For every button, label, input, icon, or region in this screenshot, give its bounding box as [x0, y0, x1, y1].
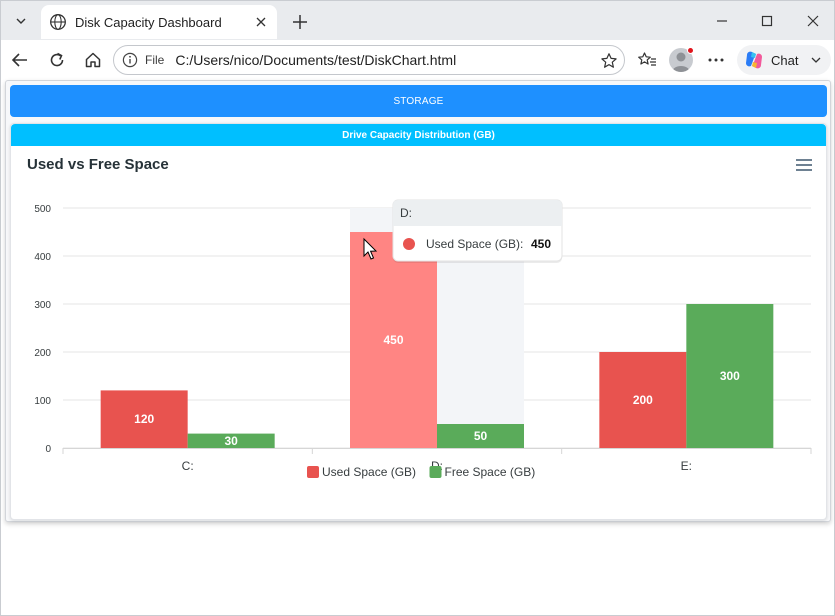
more-dots-icon	[708, 58, 724, 62]
y-tick-label: 500	[34, 204, 51, 215]
bar-series	[100, 232, 774, 448]
legend-label: Free Space (GB)	[445, 465, 536, 479]
chart-title: Used vs Free Space	[27, 156, 169, 173]
bar[interactable]	[437, 424, 524, 448]
person-icon	[672, 52, 690, 72]
info-icon[interactable]	[122, 52, 138, 68]
legend-marker	[429, 466, 442, 478]
favorites-button[interactable]	[633, 46, 661, 74]
tab-bar: Disk Capacity Dashboard	[0, 0, 835, 40]
page-viewport: STORAGE Drive Capacity Distribution (GB)…	[0, 80, 835, 616]
address-bar[interactable]: File C:/Users/nico/Documents/test/DiskCh…	[113, 45, 625, 75]
menu-icon[interactable]	[796, 159, 812, 171]
notification-badge	[687, 47, 694, 54]
close-icon	[807, 15, 819, 27]
more-menu-button[interactable]	[702, 46, 730, 74]
chevron-down-icon	[16, 18, 26, 24]
bar[interactable]	[100, 390, 188, 448]
mouse-cursor-icon	[363, 237, 378, 260]
tooltip-header	[393, 200, 562, 226]
y-tick-label: 0	[45, 444, 51, 455]
window-close-button[interactable]	[798, 7, 828, 35]
copilot-icon	[746, 51, 762, 69]
bar[interactable]	[599, 352, 687, 448]
x-tick-label: E:	[681, 459, 692, 473]
tooltip-marker	[403, 238, 415, 250]
tab-search-button[interactable]	[7, 7, 35, 35]
chart-panel: Drive Capacity Distribution (GB) Used vs…	[10, 123, 827, 520]
y-tick-label: 400	[34, 252, 51, 263]
y-tick-label: 300	[34, 300, 51, 311]
data-label: 450	[383, 333, 403, 347]
legend-marker	[307, 466, 319, 478]
maximize-button[interactable]	[752, 7, 782, 35]
storage-banner[interactable]: STORAGE	[10, 85, 827, 117]
address-url[interactable]: C:/Users/nico/Documents/test/DiskChart.h…	[175, 52, 457, 68]
tooltip-series-label: Used Space (GB):	[426, 237, 523, 251]
arrow-left-icon	[11, 53, 27, 67]
data-labels: 120 30 450 50 200 300	[134, 333, 740, 448]
back-button[interactable]	[6, 46, 34, 74]
data-label: 300	[720, 369, 740, 383]
minimize-icon	[717, 20, 727, 22]
home-icon	[85, 52, 101, 68]
data-label: 30	[224, 434, 238, 448]
reload-icon	[50, 52, 64, 67]
reload-button[interactable]	[43, 46, 71, 74]
globe-icon	[50, 14, 66, 30]
tab-title: Disk Capacity Dashboard	[75, 14, 222, 30]
chat-label: Chat	[771, 52, 799, 68]
data-label: 120	[134, 412, 154, 426]
bar-chart[interactable]: Used vs Free Space 0 100 200 300 400 500 120 3…	[11, 124, 826, 519]
plus-icon	[293, 15, 307, 29]
new-tab-button[interactable]	[287, 9, 313, 35]
address-scheme: File	[145, 53, 165, 67]
legend: Used Space (GB) Free Space (GB)	[307, 465, 535, 479]
copilot-chat-button[interactable]: Chat	[737, 45, 831, 75]
maximize-icon	[761, 15, 773, 27]
data-label: 200	[633, 393, 653, 407]
y-axis: 0 100 200 300 400 500	[34, 204, 51, 455]
y-tick-label: 200	[34, 348, 51, 359]
close-icon	[256, 17, 266, 27]
home-button[interactable]	[79, 46, 107, 74]
minimize-button[interactable]	[707, 7, 737, 35]
tooltip-value: 450	[531, 237, 551, 251]
tab-close-button[interactable]	[253, 14, 269, 30]
browser-tab[interactable]: Disk Capacity Dashboard	[41, 5, 277, 39]
y-tick-label: 100	[34, 396, 51, 407]
legend-item[interactable]: Used Space (GB)	[307, 465, 416, 479]
favorites-icon	[638, 52, 656, 66]
legend-label: Used Space (GB)	[322, 465, 416, 479]
bar[interactable]	[187, 433, 275, 448]
chevron-down-icon	[812, 57, 821, 63]
bar[interactable]	[686, 304, 774, 448]
star-icon[interactable]	[600, 52, 618, 70]
tooltip: D: Used Space (GB): 450	[392, 199, 563, 263]
x-tick-label: C:	[182, 459, 194, 473]
tooltip-title: D:	[400, 206, 412, 220]
chart-panel-title: Drive Capacity Distribution (GB)	[11, 124, 826, 146]
legend-item[interactable]: Free Space (GB)	[429, 465, 536, 479]
browser-toolbar: File C:/Users/nico/Documents/test/DiskCh…	[0, 40, 835, 80]
data-label: 50	[474, 429, 488, 443]
bar[interactable]	[350, 232, 437, 448]
profile-avatar[interactable]	[669, 48, 693, 72]
